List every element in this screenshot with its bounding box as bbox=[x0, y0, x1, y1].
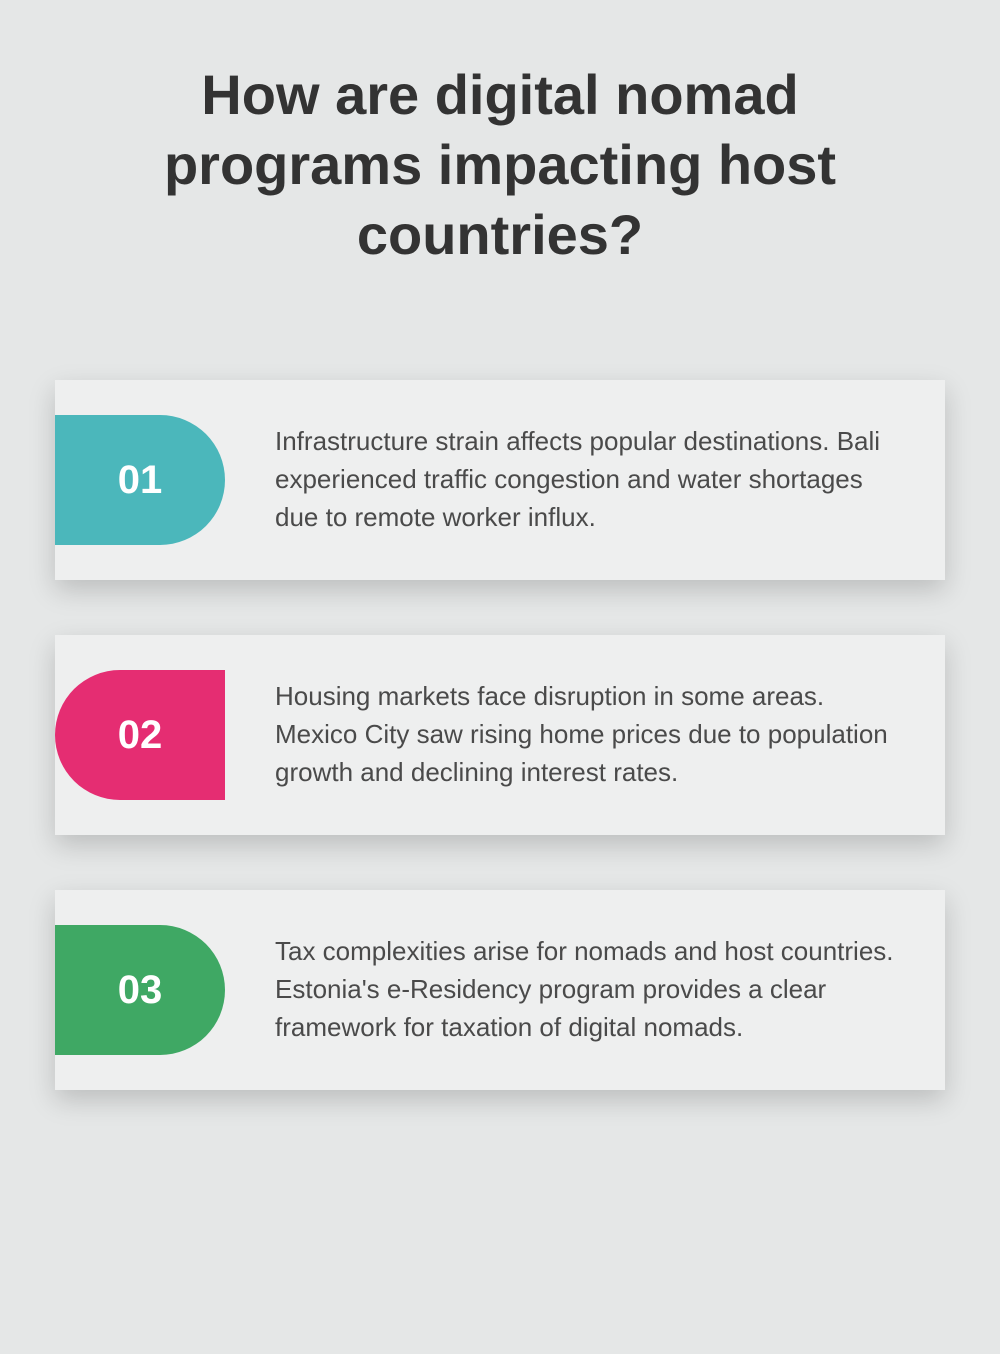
card-number-badge: 02 bbox=[55, 670, 225, 800]
card-item: 03 Tax complexities arise for nomads and… bbox=[55, 890, 945, 1090]
page-title: How are digital nomad programs impacting… bbox=[55, 60, 945, 270]
card-text: Infrastructure strain affects popular de… bbox=[225, 393, 945, 566]
card-item: Housing markets face disruption in some … bbox=[55, 635, 945, 835]
card-list: 01 Infrastructure strain affects popular… bbox=[55, 380, 945, 1090]
card-number-badge: 01 bbox=[55, 415, 225, 545]
card-number-badge: 03 bbox=[55, 925, 225, 1055]
card-text: Housing markets face disruption in some … bbox=[225, 648, 945, 821]
card-item: 01 Infrastructure strain affects popular… bbox=[55, 380, 945, 580]
card-text: Tax complexities arise for nomads and ho… bbox=[225, 903, 945, 1076]
